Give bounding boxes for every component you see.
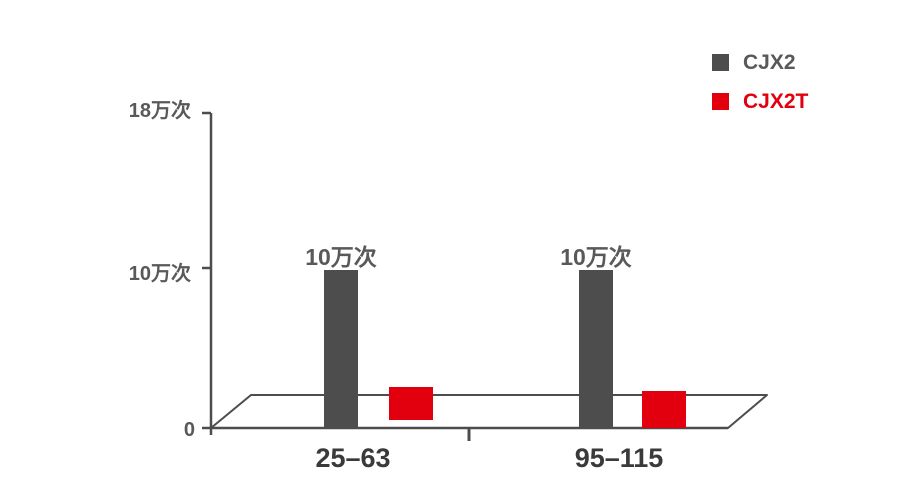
svg-text:0: 0 [184,419,195,441]
svg-text:10万次: 10万次 [129,261,191,285]
svg-text:10万次: 10万次 [305,244,377,270]
svg-text:95–115: 95–115 [575,443,664,473]
svg-text:10万次: 10万次 [560,244,632,270]
svg-text:CJX2T: CJX2T [743,90,809,113]
svg-text:25–63: 25–63 [315,443,390,473]
svg-text:CJX2: CJX2 [743,51,796,74]
svg-text:18万次: 18万次 [129,98,191,122]
